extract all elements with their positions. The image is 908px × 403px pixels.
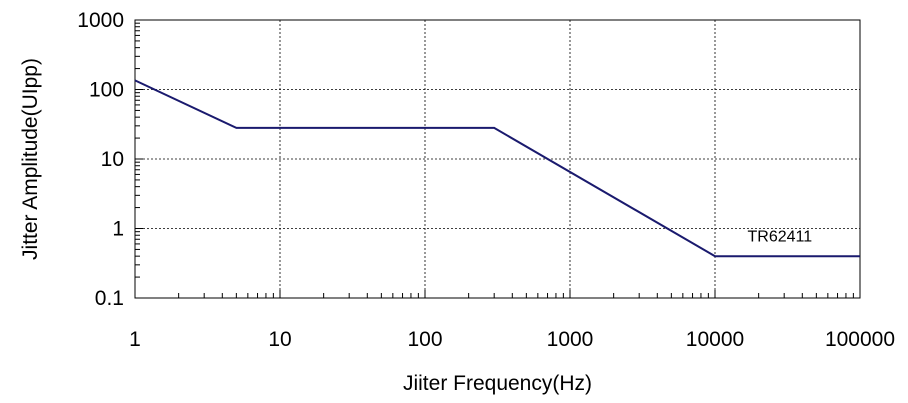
y-axis-tick-labels: 0.1 1 10 100 1000 (77, 9, 124, 310)
y-tick-label: 1 (112, 218, 124, 241)
y-axis-title: Jitter Amplitude(UIpp) (19, 58, 42, 260)
y-tick-label: 10 (101, 148, 124, 171)
x-tick-label: 100 (407, 328, 442, 351)
series-line (134, 79, 860, 258)
y-tick-label: 1000 (77, 9, 124, 32)
series-layer (134, 79, 860, 258)
x-tick-label: 10 (268, 328, 291, 351)
annotations: TR62411 (748, 229, 813, 246)
plot-frame (134, 19, 861, 299)
x-axis-tick-labels: 1 10 100 1000 10000 100000 (129, 328, 895, 351)
x-tick-label: 1000 (547, 328, 594, 351)
y-tick-label: 0.1 (95, 287, 124, 310)
x-tick-label: 10000 (686, 328, 744, 351)
annotation-label: TR62411 (748, 229, 813, 246)
x-tick-label: 100000 (825, 328, 895, 351)
x-tick-label: 1 (129, 328, 141, 351)
minor-ticks (134, 22, 854, 299)
y-tick-label: 100 (89, 79, 124, 102)
grid-lines (135, 20, 860, 298)
x-axis-title: Jiiter Frequency(Hz) (403, 372, 592, 395)
